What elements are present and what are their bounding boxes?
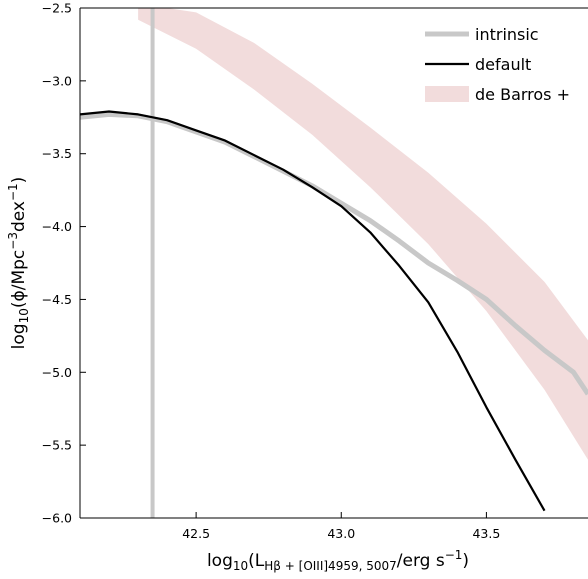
legend-label: de Barros + [475,85,570,104]
y-tick-label: −2.5 [42,1,72,16]
y-tick-label: −5.0 [42,365,72,380]
legend-label: default [475,55,531,74]
default-series-line [80,110,546,512]
y-axis-label: log10(ϕ/Mpc−3dex−1) [6,177,31,350]
x-tick-label: 43.0 [327,526,355,541]
legend-label: intrinsic [475,25,539,44]
legend-swatch-band [425,86,469,102]
intrinsic-series-line [80,111,588,396]
x-tick-label: 42.5 [182,526,210,541]
x-tick-label: 43.5 [472,526,500,541]
plot-area [80,8,588,518]
y-tick-label: −3.0 [42,73,72,88]
y-tick-label: −3.5 [42,146,72,161]
y-tick-label: −5.5 [42,438,72,453]
legend: intrinsic default de Barros + [425,25,570,104]
x-axis-label: log10(LHβ + [OIII]4959, 5007/erg s−1) [207,548,469,573]
y-tick-label: −4.5 [42,292,72,307]
axes: −2.5 −3.0 −3.5 −4.0 −4.5 −5.0 −5.5 −6.0 42.5 43.0… [42,1,588,541]
y-tick-label: −4.0 [42,219,72,234]
y-tick-label: −6.0 [42,511,72,526]
